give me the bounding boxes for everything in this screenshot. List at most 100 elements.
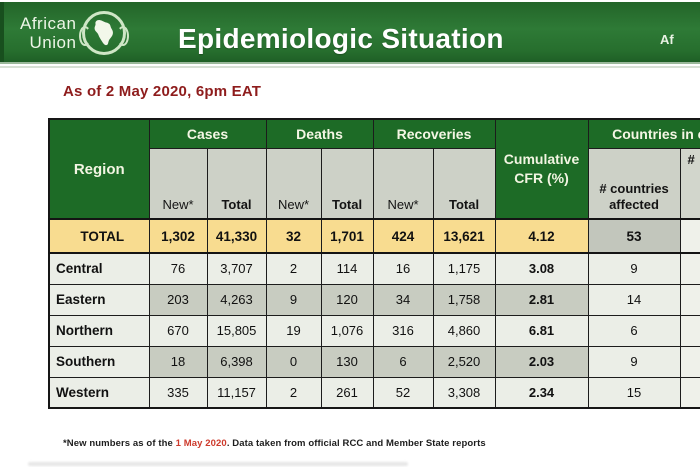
table-row-northern: Northern 670 15,805 19 1,076 316 4,860 6…	[48, 314, 700, 347]
logo-line-1: African	[20, 14, 77, 33]
table-row-central: Central 76 3,707 2 114 16 1,175 3.08 9	[48, 252, 700, 285]
cell-deaths-new: 19	[265, 314, 322, 347]
cell-deaths-new: 32	[265, 218, 322, 254]
table-row-southern: Southern 18 6,398 0 130 6 2,520 2.03 9	[48, 345, 700, 378]
column-header-cases: Cases	[148, 118, 267, 149]
subheader-deaths-total: Total	[320, 147, 374, 220]
cell-region: Western	[48, 376, 150, 409]
column-header-deaths: Deaths	[265, 118, 374, 149]
cell-cases-total: 15,805	[206, 314, 267, 347]
cell-partial-last	[679, 376, 700, 409]
banner-divider	[0, 66, 700, 68]
bottom-shadow-artifact	[28, 462, 408, 466]
cell-cfr: 6.81	[494, 314, 589, 347]
page-title: Epidemiologic Situation	[178, 23, 504, 54]
column-header-region: Region	[48, 118, 150, 220]
cell-region: TOTAL	[48, 218, 150, 254]
cell-partial-last	[679, 314, 700, 347]
footnote-suffix: . Data taken from official RCC and Membe…	[226, 438, 486, 449]
cell-deaths-total: 1,701	[320, 218, 374, 254]
cell-region: Southern	[48, 345, 150, 378]
column-header-recoveries: Recoveries	[372, 118, 496, 149]
cell-partial-last	[679, 218, 700, 254]
cell-recoveries-new: 6	[372, 345, 434, 378]
cell-countries-affected: 15	[587, 376, 681, 409]
cell-cfr: 2.81	[494, 283, 589, 316]
subheader-recoveries-new: New*	[372, 147, 434, 220]
cell-recoveries-new: 16	[372, 252, 434, 285]
cell-deaths-new: 2	[265, 376, 322, 409]
cell-recoveries-new: 34	[372, 283, 434, 316]
cell-recoveries-new: 316	[372, 314, 434, 347]
cell-partial-last	[679, 252, 700, 285]
cell-partial-last	[679, 283, 700, 316]
header-banner: African Union Epidemiologic Situation Af	[0, 2, 700, 64]
african-union-logo: African Union	[20, 11, 130, 55]
africa-map-icon	[95, 20, 114, 46]
cell-countries-affected: 14	[587, 283, 681, 316]
cell-deaths-new: 2	[265, 252, 322, 285]
cell-recoveries-total: 13,621	[432, 218, 496, 254]
cell-recoveries-new: 424	[372, 218, 434, 254]
cell-recoveries-total: 2,520	[432, 345, 496, 378]
group-header-row: Region Cases Deaths Recoveries Cumulativ…	[48, 118, 700, 220]
table-row-western: Western 335 11,157 2 261 52 3,308 2.34 1…	[48, 376, 700, 409]
footnote-prefix: *New numbers as of the	[63, 438, 176, 449]
cell-cases-total: 6,398	[206, 345, 267, 378]
cell-countries-affected: 53	[587, 218, 681, 254]
sub-header-row: New* Total New* Total New* Total # count…	[49, 147, 700, 220]
cell-cases-total: 4,263	[206, 283, 267, 316]
cell-partial-last	[679, 345, 700, 378]
cell-recoveries-total: 4,860	[432, 314, 496, 347]
cell-cases-new: 1,302	[148, 218, 208, 254]
cfr-header-line1: Cumulative	[503, 151, 580, 168]
cell-countries-affected: 9	[587, 345, 681, 378]
table-row-eastern: Eastern 203 4,263 9 120 34 1,758 2.81 14	[48, 283, 700, 316]
subheader-recoveries-total: Total	[432, 147, 496, 220]
cell-cases-new: 670	[148, 314, 208, 347]
cell-cases-new: 18	[148, 345, 208, 378]
cell-cases-total: 3,707	[206, 252, 267, 285]
cell-region: Northern	[48, 314, 150, 347]
cell-region: Central	[48, 252, 150, 285]
cell-recoveries-new: 52	[372, 376, 434, 409]
cell-deaths-total: 114	[320, 252, 374, 285]
epidemiologic-table: Region Cases Deaths Recoveries Cumulativ…	[48, 118, 700, 409]
cell-deaths-new: 9	[265, 283, 322, 316]
as-of-date-subtitle: As of 2 May 2020, 6pm EAT	[63, 83, 262, 100]
subheader-countries-affected: # countries affected	[587, 147, 681, 220]
cell-cases-total: 11,157	[206, 376, 267, 409]
cell-deaths-new: 0	[265, 345, 322, 378]
cell-deaths-total: 1,076	[320, 314, 374, 347]
column-header-countries: Countries in e	[587, 118, 700, 149]
partial-right-header-text: Af	[660, 32, 674, 47]
cell-deaths-total: 120	[320, 283, 374, 316]
subheader-deaths-new: New*	[265, 147, 322, 220]
cell-recoveries-total: 1,175	[432, 252, 496, 285]
cell-cfr: 2.03	[494, 345, 589, 378]
cell-cfr: 2.34	[494, 376, 589, 409]
african-union-logo-text: African Union	[20, 14, 76, 52]
logo-line-2: Union	[29, 33, 77, 52]
cell-countries-affected: 6	[587, 314, 681, 347]
african-union-emblem-icon	[79, 11, 130, 55]
footnote: *New numbers as of the 1 May 2020. Data …	[63, 438, 486, 449]
subheader-cases-total: Total	[206, 147, 267, 220]
cell-recoveries-total: 1,758	[432, 283, 496, 316]
footnote-date: 1 May 2020	[175, 438, 227, 449]
cell-cfr: 4.12	[494, 218, 589, 254]
cell-region: Eastern	[48, 283, 150, 316]
table-row-total: TOTAL 1,302 41,330 32 1,701 424 13,621 4…	[48, 218, 700, 254]
cell-countries-affected: 9	[587, 252, 681, 285]
countries-affected-line2: affected	[609, 196, 659, 212]
cell-cases-total: 41,330	[206, 218, 267, 254]
cell-cases-new: 203	[148, 283, 208, 316]
cell-deaths-total: 261	[320, 376, 374, 409]
epidemiologic-table-container: Region Cases Deaths Recoveries Cumulativ…	[48, 118, 700, 411]
cell-recoveries-total: 3,308	[432, 376, 496, 409]
cell-deaths-total: 130	[320, 345, 374, 378]
cell-cases-new: 335	[148, 376, 208, 409]
cell-cases-new: 76	[148, 252, 208, 285]
cell-cfr: 3.08	[494, 252, 589, 285]
cfr-header-line2: CFR (%)	[514, 170, 569, 186]
